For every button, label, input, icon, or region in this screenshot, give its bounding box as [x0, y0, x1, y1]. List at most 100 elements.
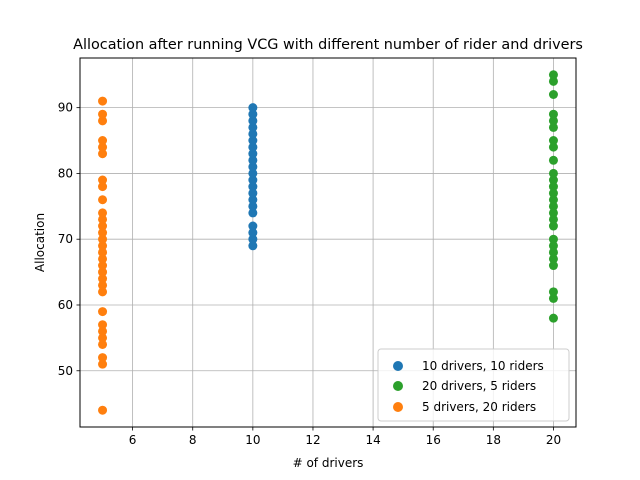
x-tick-label: 14 — [365, 433, 380, 447]
legend-label: 5 drivers, 20 riders — [422, 400, 536, 414]
data-point — [248, 195, 258, 205]
data-point — [548, 241, 558, 251]
legend: 10 drivers, 10 riders 20 drivers, 5 ride… — [377, 348, 570, 422]
legend-label: 20 drivers, 5 riders — [422, 379, 536, 393]
data-point — [548, 90, 558, 100]
x-tick-label: 12 — [305, 433, 320, 447]
data-point — [248, 175, 258, 185]
legend-marker — [393, 402, 403, 412]
x-tick-label: 20 — [546, 433, 561, 447]
data-point — [248, 109, 258, 119]
data-point — [548, 287, 558, 297]
data-point — [98, 287, 108, 297]
data-point — [548, 116, 558, 126]
data-points — [98, 70, 558, 415]
data-point — [98, 274, 108, 284]
data-point — [248, 149, 258, 159]
data-point — [248, 136, 258, 146]
legend-marker — [393, 361, 403, 371]
data-point — [98, 149, 108, 159]
data-point — [248, 116, 258, 126]
data-point — [548, 247, 558, 257]
data-point — [98, 353, 108, 363]
data-point — [98, 228, 108, 238]
x-tick-label: 6 — [129, 433, 137, 447]
data-point — [98, 136, 108, 146]
data-point — [98, 333, 108, 343]
x-axis-label: # of drivers — [293, 456, 364, 470]
x-tick-label: 16 — [426, 433, 441, 447]
data-point — [98, 267, 108, 277]
data-point — [98, 320, 108, 330]
data-point — [98, 234, 108, 244]
data-point — [548, 136, 558, 146]
x-tick-label: 18 — [486, 433, 501, 447]
data-point — [548, 155, 558, 165]
data-point — [98, 116, 108, 126]
series-points — [248, 103, 258, 251]
data-point — [248, 129, 258, 139]
legend-marker — [393, 381, 403, 391]
data-point — [98, 254, 108, 264]
data-point — [548, 195, 558, 205]
data-point — [98, 359, 108, 369]
data-point — [548, 175, 558, 185]
chart-title: Allocation after running VCG with differ… — [73, 37, 583, 53]
data-point — [248, 234, 258, 244]
data-point — [548, 221, 558, 231]
legend-entry: 10 drivers, 10 riders — [393, 359, 544, 373]
data-point — [548, 254, 558, 264]
y-tick-label: 70 — [58, 232, 73, 246]
data-point — [248, 155, 258, 165]
data-point — [548, 214, 558, 224]
legend-entry: 20 drivers, 5 riders — [393, 379, 536, 393]
data-point — [98, 241, 108, 251]
data-point — [98, 109, 108, 119]
data-point — [248, 182, 258, 192]
x-tick-label: 10 — [245, 433, 260, 447]
data-point — [98, 307, 108, 317]
data-point — [248, 241, 258, 251]
data-point — [548, 261, 558, 271]
data-point — [98, 195, 108, 205]
data-point — [548, 313, 558, 323]
y-axis-ticks: 50 60 70 80 90 — [58, 101, 80, 378]
data-point — [548, 109, 558, 119]
data-point — [548, 70, 558, 80]
data-point — [548, 182, 558, 192]
data-point — [98, 280, 108, 290]
data-point — [248, 208, 258, 218]
y-tick-label: 60 — [58, 298, 73, 312]
legend-entry: 5 drivers, 20 riders — [393, 400, 536, 414]
data-point — [98, 175, 108, 185]
y-tick-label: 90 — [58, 101, 73, 115]
series-points — [98, 96, 108, 415]
series-points — [548, 70, 558, 323]
data-point — [248, 221, 258, 231]
data-point — [548, 208, 558, 218]
y-tick-label: 80 — [58, 166, 73, 180]
data-point — [98, 208, 108, 218]
x-axis-ticks: 6 8 10 12 14 16 18 20 — [129, 427, 561, 447]
data-point — [98, 214, 108, 224]
data-point — [98, 247, 108, 257]
data-point — [98, 339, 108, 349]
data-point — [548, 234, 558, 244]
legend-label: 10 drivers, 10 riders — [422, 359, 544, 373]
y-axis-label: Allocation — [33, 213, 47, 272]
data-point — [248, 201, 258, 211]
data-point — [248, 168, 258, 178]
data-point — [248, 188, 258, 198]
y-tick-label: 50 — [58, 364, 73, 378]
data-point — [548, 201, 558, 211]
data-point — [98, 221, 108, 231]
data-point — [98, 405, 108, 415]
data-point — [548, 142, 558, 152]
data-point — [98, 96, 108, 106]
plot-frame — [79, 57, 577, 428]
data-point — [248, 103, 258, 113]
data-point — [248, 142, 258, 152]
data-point — [548, 76, 558, 86]
data-point — [548, 122, 558, 132]
